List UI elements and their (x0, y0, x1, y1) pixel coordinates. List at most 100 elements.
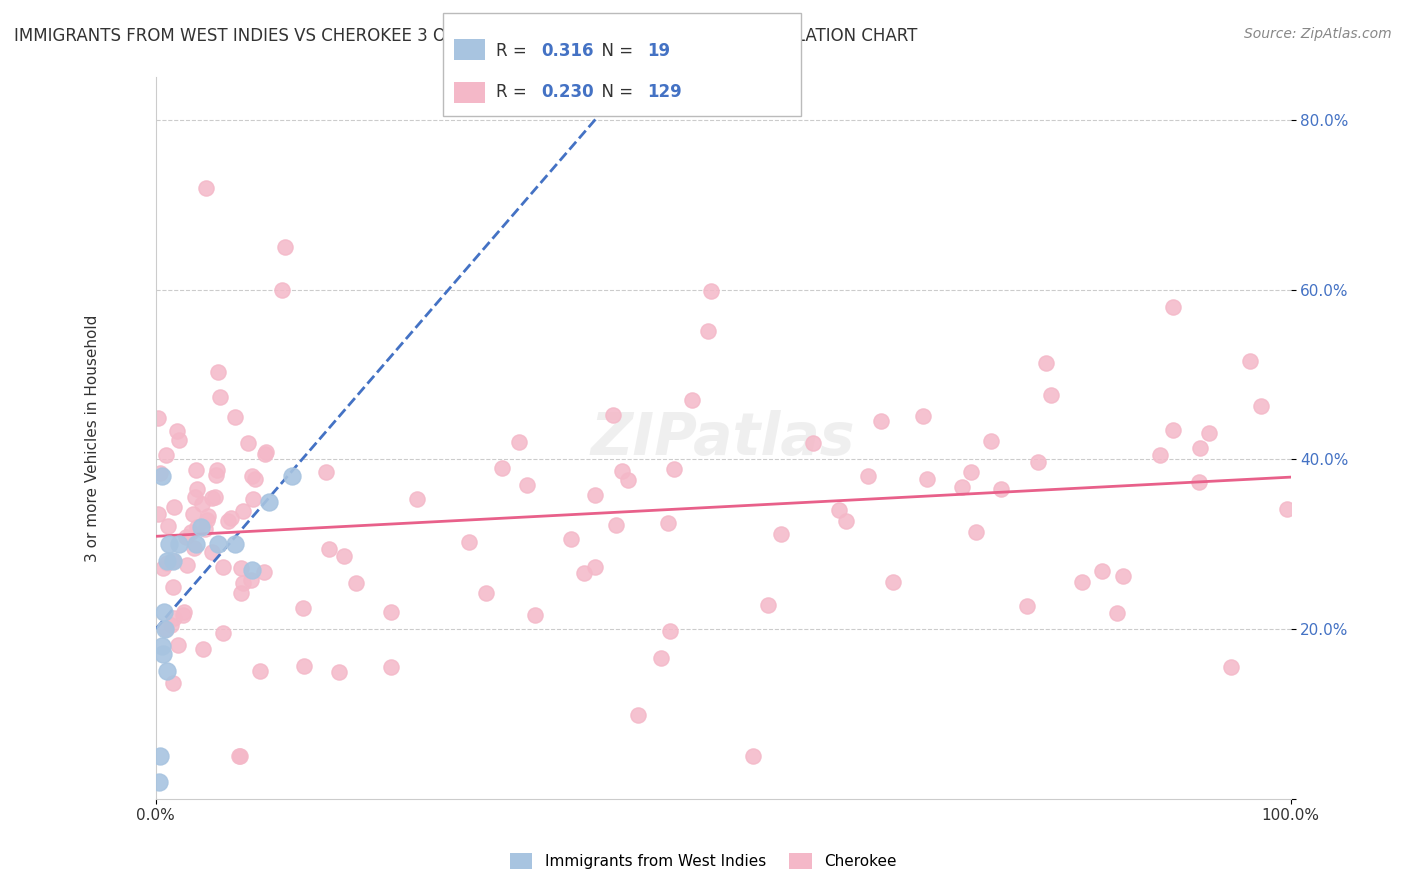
Point (173, 606, 195, 620)
Point (1219, 660, 1241, 674)
Point (328, 665, 350, 680)
Point (332, 549, 354, 563)
Point (211, 560, 233, 574)
Point (243, 472, 266, 486)
Point (524, 607, 547, 622)
Point (602, 408, 624, 422)
Point (156, 665, 179, 679)
Point (292, 659, 315, 673)
Point (156, 554, 179, 568)
Text: 0.316: 0.316 (541, 42, 593, 60)
Point (184, 490, 207, 504)
Point (274, 240, 297, 254)
Point (1071, 575, 1094, 590)
Point (659, 624, 682, 639)
Point (197, 509, 219, 524)
Point (259, 494, 281, 508)
Point (770, 526, 793, 541)
Point (195, 513, 218, 527)
Point (232, 576, 254, 591)
Text: Source: ZipAtlas.com: Source: ZipAtlas.com (1244, 27, 1392, 41)
Point (242, 492, 264, 507)
Point (662, 462, 685, 476)
Point (344, 576, 367, 591)
Point (181, 507, 204, 521)
Point (150, 469, 173, 483)
Point (980, 434, 1002, 449)
Point (950, 480, 973, 494)
Point (491, 461, 513, 475)
Point (516, 478, 538, 492)
Point (231, 586, 253, 600)
Point (195, 180, 218, 194)
Point (162, 554, 184, 568)
Point (253, 447, 276, 461)
Point (742, 749, 765, 764)
Point (155, 622, 177, 636)
Point (1026, 455, 1049, 469)
Point (162, 554, 184, 568)
Point (146, 507, 169, 521)
Point (1105, 606, 1128, 620)
Point (172, 608, 194, 623)
Point (1250, 399, 1272, 413)
Point (157, 519, 180, 533)
Point (1015, 599, 1038, 614)
Text: R =: R = (496, 42, 533, 60)
Point (207, 365, 229, 379)
Point (204, 490, 226, 504)
Point (281, 469, 304, 483)
Point (1275, 501, 1298, 516)
Point (176, 558, 198, 572)
Point (457, 535, 479, 549)
Point (1198, 426, 1220, 441)
Point (256, 445, 278, 459)
Point (657, 516, 679, 531)
Point (1035, 356, 1057, 370)
Point (583, 560, 606, 574)
Point (1188, 442, 1211, 456)
Point (167, 433, 190, 447)
Point (1187, 475, 1209, 489)
Point (191, 496, 214, 510)
Point (174, 530, 197, 544)
Point (209, 390, 232, 404)
Point (166, 424, 188, 438)
Point (149, 466, 172, 480)
Point (912, 409, 935, 423)
Point (959, 466, 981, 480)
Point (699, 284, 721, 298)
Point (194, 522, 217, 536)
Point (186, 482, 208, 496)
Point (217, 514, 239, 528)
Point (239, 573, 262, 587)
Point (475, 586, 498, 600)
Point (856, 469, 879, 483)
Point (160, 618, 183, 632)
Point (696, 324, 718, 338)
Point (201, 545, 224, 559)
Point (152, 648, 174, 662)
Point (150, 639, 173, 653)
Point (870, 414, 893, 428)
Point (149, 749, 172, 764)
Point (756, 599, 779, 613)
Point (406, 492, 429, 507)
Point (617, 473, 640, 487)
Point (1161, 300, 1184, 314)
Point (238, 436, 260, 450)
Point (1040, 388, 1063, 402)
Point (232, 504, 254, 518)
Point (148, 774, 170, 789)
Text: R =: R = (496, 83, 533, 101)
Point (186, 520, 208, 534)
Point (380, 605, 402, 619)
Point (191, 642, 214, 657)
Point (224, 537, 246, 551)
Point (681, 393, 703, 408)
Text: N =: N = (591, 83, 638, 101)
Point (380, 659, 402, 673)
Point (574, 566, 596, 581)
Text: IMMIGRANTS FROM WEST INDIES VS CHEROKEE 3 OR MORE VEHICLES IN HOUSEHOLD CORRELAT: IMMIGRANTS FROM WEST INDIES VS CHEROKEE … (14, 27, 918, 45)
Point (219, 511, 242, 525)
